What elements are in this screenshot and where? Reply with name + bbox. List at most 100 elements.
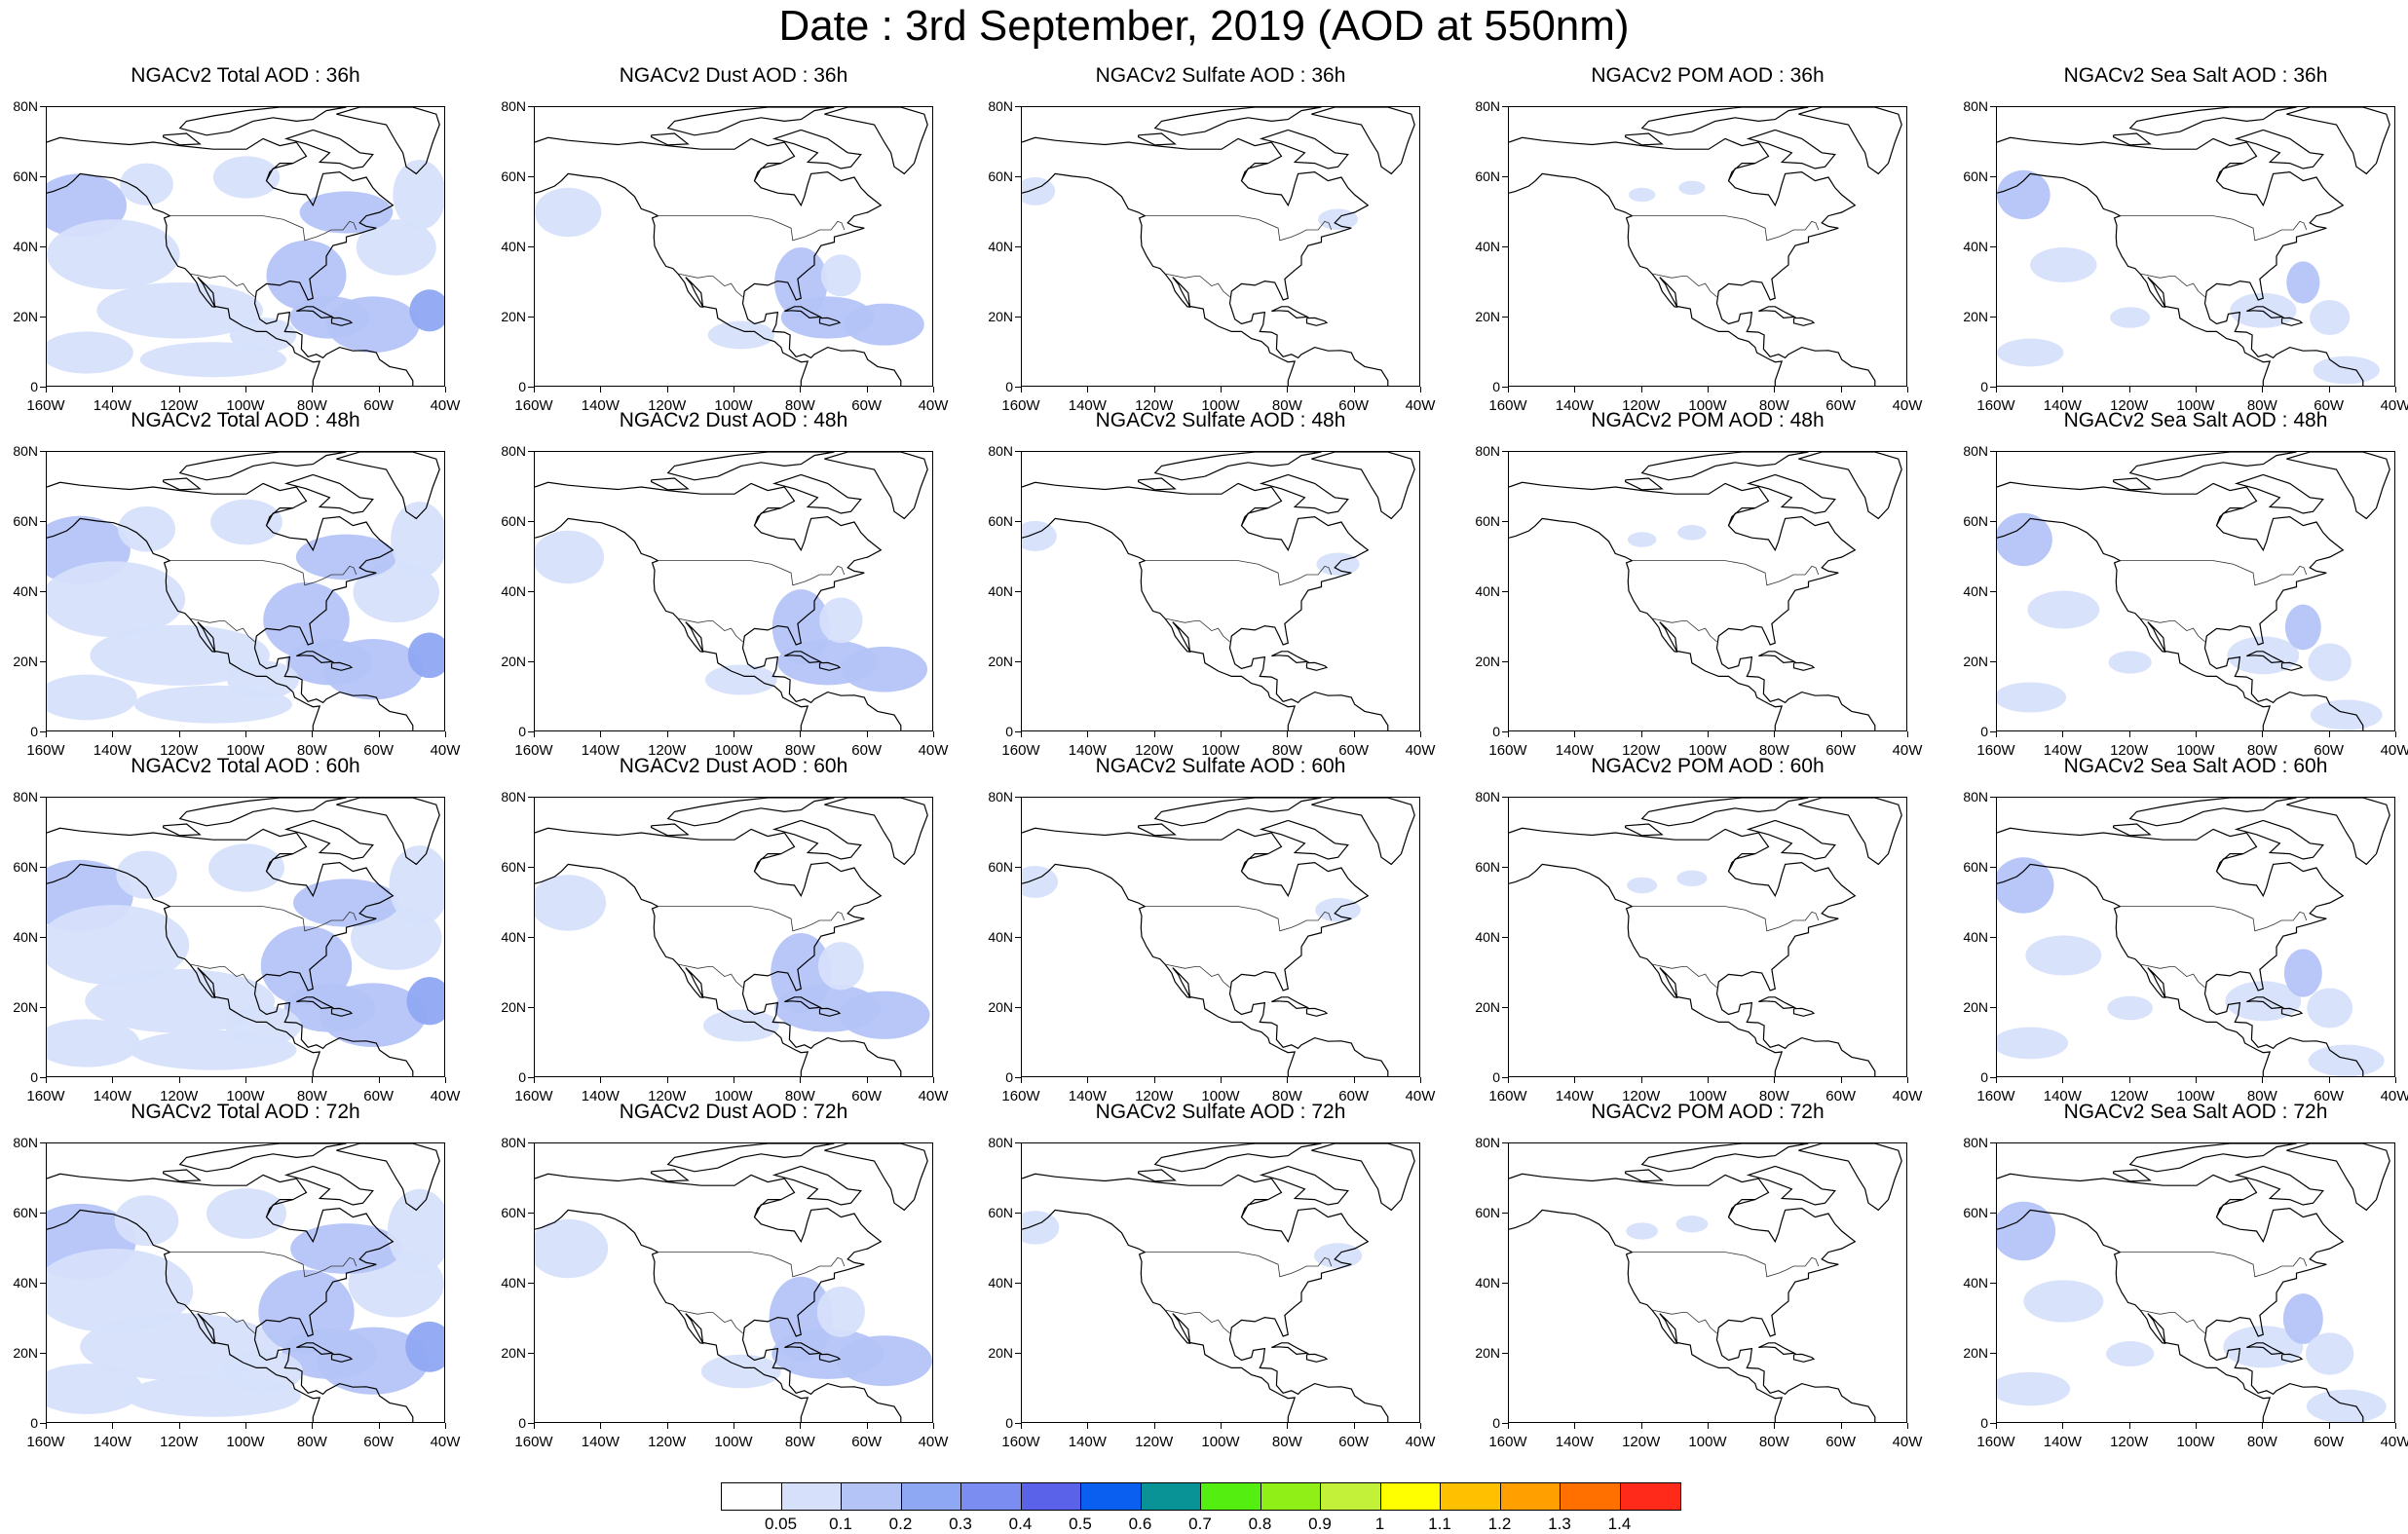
y-tick-mark [1015, 106, 1021, 107]
y-tick-label: 20N [501, 654, 526, 669]
y-tick-label: 60N [501, 859, 526, 875]
aod-field [1022, 1211, 1363, 1269]
map-canvas [535, 452, 928, 730]
y-tick-mark [1015, 1283, 1021, 1284]
map-canvas [1022, 452, 1415, 730]
y-tick-label: 60N [1963, 513, 1988, 529]
y-tick-mark [1015, 1142, 1021, 1143]
y-tick-mark [1990, 591, 1996, 592]
x-tick-label: 100W [1201, 742, 1240, 759]
x-tick-mark [2196, 731, 2197, 737]
x-tick-label: 40W [918, 1434, 949, 1450]
y-tick-mark [528, 106, 534, 107]
y-tick-label: 60N [988, 1205, 1013, 1220]
aod-region [816, 1286, 865, 1337]
coastline [2280, 1353, 2304, 1363]
panel-title: NGACv2 Sea Salt AOD : 60h [2063, 755, 2328, 777]
coastline [2286, 798, 2390, 866]
aod-region [1676, 870, 1708, 887]
x-tick-mark [600, 1077, 602, 1083]
colorbar-label: 0.9 [1308, 1515, 1332, 1533]
x-tick-label: 40W [1892, 742, 1923, 759]
colorbar-swatch [1441, 1483, 1501, 1510]
x-tick-mark [2395, 1077, 2396, 1083]
aod-region [2027, 590, 2100, 629]
x-tick-mark [1153, 1077, 1155, 1083]
coastline [178, 107, 347, 136]
coastline [1727, 1199, 1755, 1217]
country-border [169, 215, 357, 242]
y-tick-mark [1990, 731, 1996, 732]
coastline [1509, 1209, 1784, 1422]
x-tick-mark [1087, 1423, 1089, 1429]
aod-region [47, 1364, 143, 1414]
aod-region [1997, 682, 2067, 713]
map-frame [1996, 106, 2395, 387]
x-tick-mark [1574, 1423, 1576, 1429]
aod-field [535, 875, 930, 1042]
x-tick-label: 60W [363, 397, 395, 414]
y-tick-mark [1990, 521, 1996, 522]
y-tick-mark [40, 867, 46, 868]
x-tick-label: 80W [2246, 742, 2277, 759]
coastline [47, 1173, 414, 1422]
coastline [1153, 452, 1322, 481]
aod-region [47, 1249, 194, 1333]
country-border [1632, 215, 1820, 242]
map-frame [46, 106, 445, 387]
y-tick-label: 40N [1475, 929, 1500, 945]
coastline [824, 107, 928, 175]
map-canvas [1997, 1143, 2390, 1422]
country-border [1145, 906, 1333, 932]
coastline [651, 823, 690, 837]
y-tick-label: 80N [1963, 1135, 1988, 1150]
panel-title: NGACv2 Sea Salt AOD : 48h [2063, 409, 2328, 431]
x-tick-mark [2196, 1077, 2197, 1083]
x-tick-label: 120W [648, 742, 687, 759]
country-border [1164, 963, 1230, 989]
x-tick-mark [1353, 387, 1355, 393]
coastline [1798, 798, 1902, 866]
coastline [771, 473, 862, 514]
x-tick-label: 160W [1488, 1088, 1527, 1104]
y-tick-label: 80N [988, 443, 1013, 459]
x-tick-label: 140W [581, 1088, 620, 1104]
aod-field [1629, 180, 1706, 203]
x-tick-label: 80W [1758, 742, 1789, 759]
coastline [1509, 1173, 1876, 1422]
x-tick-label: 40W [1405, 1434, 1436, 1450]
x-tick-label: 80W [296, 1434, 327, 1450]
map-canvas [1022, 107, 1415, 386]
y-tick-label: 20N [1963, 1345, 1988, 1361]
x-tick-label: 120W [1622, 742, 1661, 759]
y-tick-label: 60N [13, 168, 38, 184]
y-tick-mark [528, 246, 534, 247]
aod-region [2310, 699, 2383, 730]
country-border [169, 1252, 357, 1278]
aod-region [1629, 187, 1656, 203]
y-tick-mark [528, 661, 534, 662]
x-tick-label: 60W [1825, 1088, 1857, 1104]
x-tick-mark [1708, 1423, 1709, 1429]
coastline [1727, 507, 1755, 526]
colorbar-label: 0.7 [1188, 1515, 1212, 1533]
coastline [1509, 172, 1784, 386]
y-tick-mark [1015, 451, 1021, 452]
map-canvas [47, 798, 444, 1076]
aod-region [356, 219, 436, 276]
y-tick-mark [1015, 176, 1021, 177]
y-tick-mark [528, 1077, 534, 1078]
aod-region [1677, 525, 1707, 541]
panel-title: NGACv2 Sea Salt AOD : 72h [2063, 1101, 2328, 1123]
x-tick-mark [666, 387, 668, 393]
aod-field [1022, 520, 1360, 576]
x-tick-label: 80W [1271, 397, 1302, 414]
map-canvas [1509, 798, 1902, 1076]
x-tick-mark [46, 1077, 47, 1083]
x-tick-label: 140W [1555, 742, 1594, 759]
aod-region [2308, 643, 2352, 682]
panel-title: NGACv2 POM AOD : 72h [1591, 1101, 1825, 1123]
coastline [336, 452, 440, 520]
coastline [2215, 1199, 2243, 1217]
coastline [265, 163, 293, 181]
